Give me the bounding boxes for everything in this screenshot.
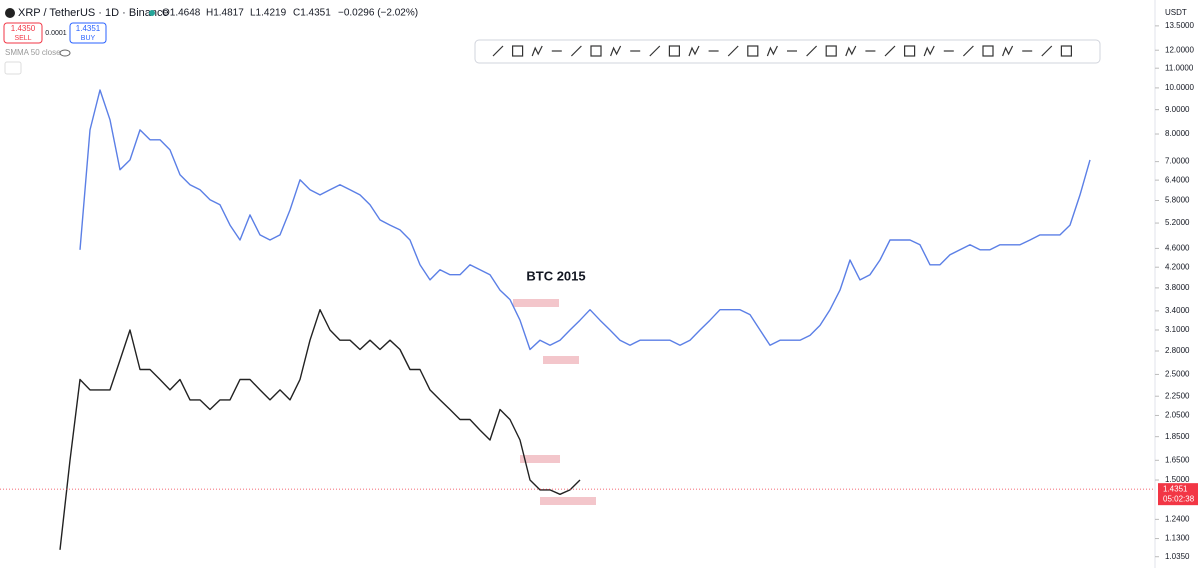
countdown: 05:02:38 [1163,494,1195,503]
y-tick-label: 2.2500 [1165,391,1190,400]
zone-box [540,497,596,505]
y-tick-label: 5.8000 [1165,196,1190,205]
tool-icon [982,45,994,57]
zone-box [543,356,579,364]
y-tick-label: 3.8000 [1165,283,1190,292]
y-tick-label: 11.0000 [1165,63,1194,72]
buy-button[interactable] [69,22,107,44]
y-tick-label: 12.0000 [1165,45,1194,54]
y-tick-label: 6.4000 [1165,175,1190,184]
tool-icon [903,45,916,57]
status-dot [149,10,155,16]
y-tick-label: 9.0000 [1165,105,1190,114]
y-tick-label: 2.8000 [1165,346,1190,355]
y-tick-label: 2.5000 [1165,370,1190,379]
price-line [79,89,1091,351]
low: L1.4219 [250,8,287,19]
last-price-box [1158,483,1198,506]
tool-icon [727,45,739,57]
tool-icon [1060,45,1073,57]
y-tick-label: 1.6500 [1165,455,1190,464]
buy-label: BUY [81,35,96,42]
y-tick-label: 1.0350 [1165,552,1190,561]
tool-icon [1002,45,1014,57]
y-tick-label: 3.1000 [1165,325,1190,334]
sell-button[interactable] [3,22,43,44]
sell-price: 1.4350 [11,24,36,33]
plot [59,89,1091,550]
y-tick-label: 10.0000 [1165,83,1194,92]
open: O1.4648 [162,8,201,19]
tool-icon [747,45,759,57]
tool-icon [511,45,524,57]
y-tick-label: 4.2000 [1165,262,1190,271]
tool-icon [610,45,622,57]
y-tick-label: 5.2000 [1165,218,1190,227]
symbol-icon [5,8,15,18]
tool-icon [1041,45,1053,57]
tool-icon [962,45,974,57]
y-tick-label: 4.6000 [1165,244,1190,253]
annotation: BTC 2015 [526,268,585,283]
y-tick-label: 13.5000 [1165,21,1194,30]
collapse-button[interactable] [4,61,22,75]
last-price-label: 1.4351 [1163,484,1188,493]
tool-icon [806,45,818,57]
tool-icon [688,45,700,57]
tool-icon [492,45,504,57]
currency: USDT [1165,8,1187,17]
change: −0.0296 (−2.02%) [338,8,418,19]
price-line [59,309,581,550]
toolbar [474,39,1101,64]
y-tick-label: 3.4000 [1165,306,1190,315]
tool-icon [845,45,857,57]
symbol: XRP / TetherUS · 1D · Binance [18,7,169,19]
zone-box [520,455,560,463]
tool-icon [668,45,681,57]
indicator: SMMA 50 close [5,48,61,57]
spread: 0.0001 [45,30,67,37]
y-tick-label: 7.0000 [1165,157,1190,166]
zone-box [513,299,559,307]
tool-icon [649,45,661,57]
tool-icon [766,45,778,57]
high: H1.4817 [206,8,244,19]
buy-price: 1.4351 [76,24,101,33]
y-tick-label: 1.8500 [1165,432,1190,441]
y-tick-label: 1.1300 [1165,534,1190,543]
tool-icon [825,45,837,57]
eye-icon[interactable] [59,49,71,57]
y-tick-label: 1.5000 [1165,475,1190,484]
tool-icon [531,45,543,57]
tool-icon [570,45,582,57]
y-tick-label: 1.2400 [1165,514,1190,523]
y-tick-label: 8.0000 [1165,129,1190,138]
sell-label: SELL [14,35,31,42]
toolbar-icons [492,45,1073,57]
tool-icon [590,45,602,57]
close: C1.4351 [293,8,331,19]
tool-icon [884,45,896,57]
tool-icon [923,45,935,57]
y-tick-label: 2.0500 [1165,411,1190,420]
